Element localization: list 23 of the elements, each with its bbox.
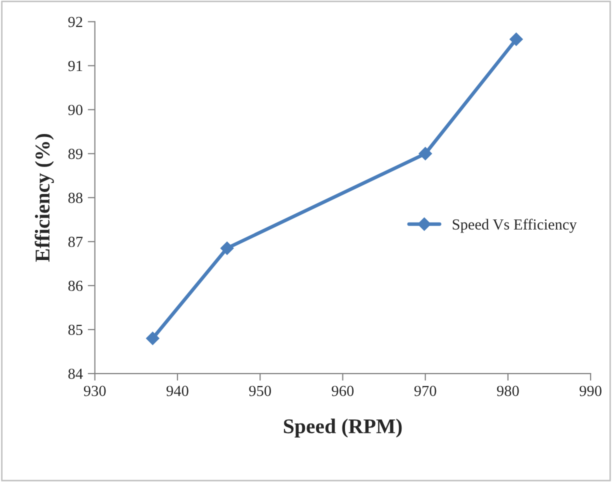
y-tick-label: 84 xyxy=(68,368,83,379)
y-tick-label: 92 xyxy=(68,16,82,28)
x-tick-label: 970 xyxy=(414,386,436,396)
point xyxy=(146,332,160,345)
y-tick-label: 90 xyxy=(68,104,82,116)
y-tick-label: 91 xyxy=(68,60,82,72)
y-tick-label: 87 xyxy=(68,236,83,248)
x-tick-label: 960 xyxy=(332,386,354,396)
point xyxy=(220,242,234,255)
y-axis-title: Efficiency (%) xyxy=(34,134,54,262)
y-tick-label: 86 xyxy=(68,280,83,292)
legend-label: Speed Vs Efficiency xyxy=(452,218,577,233)
x-tick-label: 930 xyxy=(84,386,106,396)
y-tick-label: 88 xyxy=(68,192,82,204)
point xyxy=(510,32,523,46)
y-tick-label: 89 xyxy=(68,148,82,160)
y-tick-label: 85 xyxy=(68,324,82,336)
point xyxy=(418,147,432,160)
x-axis-title: Speed (RPM) xyxy=(284,418,402,438)
x-tick-label: 990 xyxy=(580,386,602,396)
x-tick-label: 950 xyxy=(249,386,271,396)
x-tick-label: 980 xyxy=(496,386,519,396)
x-tick-label: 940 xyxy=(166,386,188,396)
